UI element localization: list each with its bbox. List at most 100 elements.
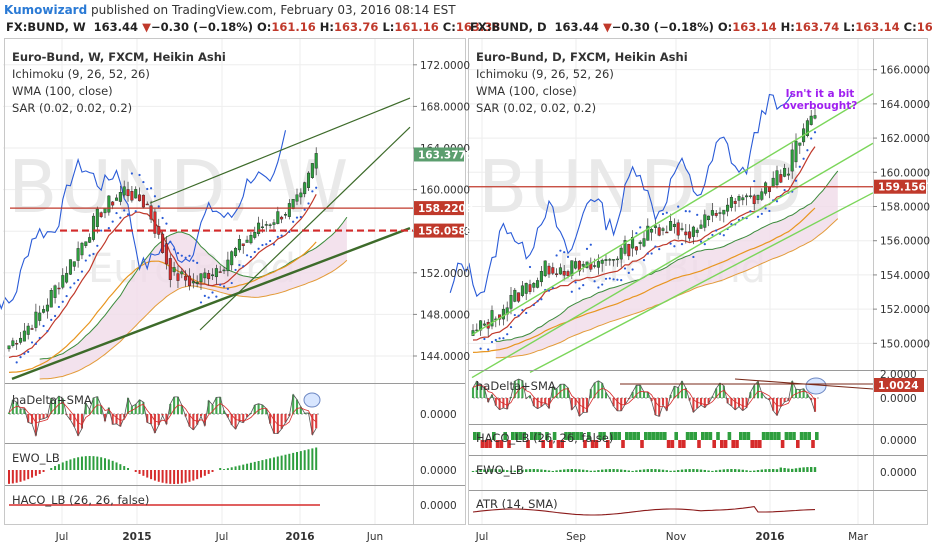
right-haco-block [803, 432, 808, 440]
right-sar-dot [540, 298, 543, 301]
right-sar-dot [673, 245, 676, 248]
publish-info: published on TradingView.com, February 0… [91, 3, 456, 17]
right-sar-dot [487, 348, 490, 351]
right-candle-body [748, 195, 752, 197]
left-sar-dot [199, 301, 203, 304]
author-name[interactable]: Kumowizard [4, 3, 88, 17]
right-legend-sar[interactable]: SAR (0.02, 0.02, 0.2) [476, 101, 596, 115]
right-time-label: 2016 [755, 531, 784, 543]
right-candle-body [517, 292, 521, 302]
right-sar-dot [639, 226, 642, 229]
left-sar-dot [119, 216, 122, 219]
right-haco-block [492, 432, 496, 440]
right-candle-body [532, 283, 536, 288]
right-legend-ichimoku[interactable]: Ichimoku (9, 26, 52, 26) [476, 67, 614, 81]
right-pane-label-atr[interactable]: ATR (14, SMA) [476, 497, 558, 511]
right-symbol[interactable]: FX:BUND, D [470, 20, 547, 34]
right-haco-block [495, 440, 500, 448]
left-sar-dot [61, 300, 64, 303]
left-candle-body [291, 199, 295, 209]
left-candle-body [99, 212, 103, 217]
left-candle-body [7, 345, 11, 350]
left-candle-body [130, 191, 134, 201]
left-candle-body [53, 285, 57, 298]
right-legend-wma[interactable]: WMA (100, close) [476, 84, 577, 98]
right-haco-block [594, 440, 599, 448]
left-candle-body [272, 222, 276, 225]
right-candle-body [657, 227, 661, 236]
right-pane-label-ewo[interactable]: EWO_LB [476, 463, 524, 477]
right-candle-body [745, 195, 749, 198]
right-candle-body [555, 273, 559, 275]
left-legend-main[interactable]: Euro-Bund, W, FXCM, Heikin Ashi [12, 50, 226, 64]
right-haco-block [750, 440, 754, 448]
right-sar-dot [620, 279, 623, 282]
left-sar-dot [303, 208, 306, 211]
right-candle-body [684, 231, 688, 236]
left-candle-body [214, 268, 218, 278]
left-sar-dot [184, 256, 187, 259]
left-sar-dot [23, 352, 26, 355]
right-sar-dot [654, 245, 657, 248]
left-hadelta-signal-line [8, 393, 317, 438]
right-sar-dot [563, 251, 566, 254]
left-sar-dot [176, 251, 180, 255]
right-sar-dot [699, 240, 703, 243]
left-candle-body [88, 237, 92, 243]
right-pane-label-hadelta[interactable]: haDelta+SMA [476, 379, 556, 393]
right-haco-block [556, 440, 561, 448]
right-candle-body [513, 289, 517, 302]
left-candle-body [30, 328, 34, 330]
left-legend-wma[interactable]: WMA (100, close) [12, 84, 113, 98]
right-haco-block [754, 440, 758, 448]
left-sar-dot [242, 265, 245, 268]
right-haco-block [735, 440, 739, 448]
right-sar-dot [570, 290, 573, 293]
left-sar-dot [65, 294, 68, 298]
left-candle-body [118, 192, 122, 202]
right-legend-main[interactable]: Euro-Bund, D, FXCM, Heikin Ashi [476, 50, 688, 64]
right-sar-dot [597, 286, 600, 289]
right-haco-block [704, 432, 709, 440]
left-pane-label-hadelta[interactable]: haDelta+SMA [12, 393, 92, 407]
right-haco-block [507, 440, 511, 448]
left-candle-body [218, 271, 222, 273]
right-h-label: H: [780, 20, 795, 34]
left-mid-trendline [199, 126, 411, 331]
right-channel-lower [529, 192, 874, 374]
left-legend-ichimoku[interactable]: Ichimoku (9, 26, 52, 26) [12, 67, 150, 81]
left-pane-label-haco[interactable]: HACO_LB (26, 26, false) [12, 493, 149, 507]
right-haco-block [678, 440, 682, 448]
right-haco-block [655, 432, 659, 440]
right-pane-label-haco[interactable]: HACO_LB (26, 26, false) [476, 431, 613, 445]
right-haco-block [788, 432, 792, 440]
left-candle-body [303, 182, 307, 195]
left-candle-body [65, 273, 69, 283]
right-sar-dot [479, 347, 482, 350]
left-candle-body [280, 216, 284, 220]
left-sar-dot [219, 283, 222, 286]
right-haco-block [644, 432, 648, 440]
right-sar-dot [517, 314, 520, 317]
right-sar-dot [509, 325, 513, 329]
right-candle-body [707, 215, 711, 221]
left-c-label: C: [442, 20, 456, 34]
right-candle-body [760, 191, 764, 200]
left-price-label: 158.2209 [418, 203, 473, 215]
right-haco-block [716, 432, 720, 440]
right-haco-block [792, 432, 796, 440]
left-candle-body [180, 271, 184, 275]
left-sar-dot [196, 261, 199, 264]
right-candle-body [619, 247, 623, 260]
right-haco-block [575, 432, 580, 440]
right-sar-dot [555, 254, 558, 257]
right-haco-block [708, 432, 713, 440]
left-symbol[interactable]: FX:BUND, W [6, 20, 86, 34]
left-candle-body [226, 259, 230, 272]
right-sar-dot [582, 284, 585, 287]
right-haco-block [799, 432, 804, 440]
down-arrow-icon: ▼ [602, 20, 612, 34]
left-pane-label-ewo[interactable]: EWO_LB [12, 451, 60, 465]
left-legend-sar[interactable]: SAR (0.02, 0.02, 0.2) [12, 101, 132, 115]
